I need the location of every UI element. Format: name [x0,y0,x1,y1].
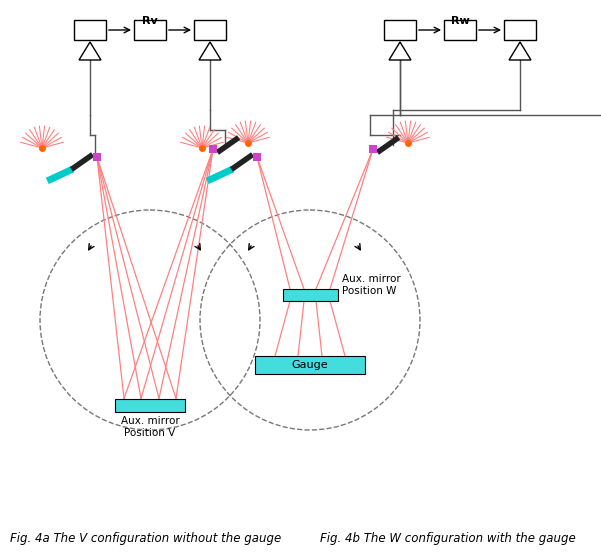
Text: Fig. 4b The W configuration with the gauge: Fig. 4b The W configuration with the gau… [320,532,576,545]
Bar [194,20,226,40]
Text: Fig. 4a The V configuration without the gauge: Fig. 4a The V configuration without the … [10,532,281,545]
Bar [282,289,338,301]
Text: Rv: Rv [142,16,158,26]
Bar [115,399,185,411]
Polygon shape [79,42,101,60]
Bar [134,20,166,40]
Bar [93,153,101,161]
Bar [209,145,217,153]
Bar [384,20,416,40]
Bar [74,20,106,40]
Bar [369,145,377,153]
Bar [444,20,476,40]
Bar [504,20,536,40]
Text: Aux. mirror
Position V: Aux. mirror Position V [121,416,179,438]
Text: Gauge: Gauge [291,360,328,370]
Bar [255,356,365,374]
Polygon shape [509,42,531,60]
Text: Rw: Rw [451,16,469,26]
Bar [253,153,261,161]
Text: Aux. mirror
Position W: Aux. mirror Position W [343,274,401,296]
Polygon shape [389,42,411,60]
Polygon shape [199,42,221,60]
